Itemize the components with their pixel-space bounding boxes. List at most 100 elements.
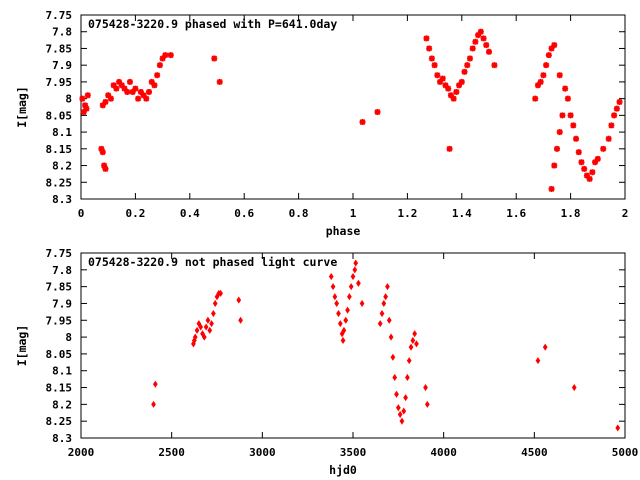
data-point [132,85,139,92]
data-point [442,82,449,89]
data-point [616,98,623,105]
x-axis-label: phase [326,224,361,238]
data-point [167,52,174,59]
data-point [148,78,155,85]
x-tick-label: 0.2 [125,207,145,220]
data-point [424,400,430,408]
y-tick-label: 8.2 [52,398,72,411]
data-point [535,357,541,365]
data-point [192,333,198,341]
data-point [337,320,343,328]
chart-title: 075428-3220.9 not phased light curve [88,255,337,269]
data-point [328,273,334,281]
data-point [613,105,620,112]
x-tick-label: 0.4 [180,207,200,220]
data-point [464,62,471,69]
data-point [386,316,392,324]
data-point [352,266,358,274]
y-axis-label: I[mag] [15,325,29,367]
data-point [151,82,158,89]
data-point [428,55,435,62]
data-point [101,162,108,169]
data-point [343,316,349,324]
data-point [126,78,133,85]
data-point [586,175,593,182]
data-point [84,92,91,99]
plot-frame [80,14,626,200]
data-point [466,55,473,62]
data-point [238,316,243,324]
data-point [458,78,465,85]
data-point [583,172,590,179]
data-point [236,296,242,304]
data-point [374,109,381,116]
x-axis-label: hjd0 [329,463,357,477]
data-point [559,112,566,119]
x-tick-label: 1.2 [397,207,417,220]
y-tick-label: 7.9 [52,59,72,72]
x-tick-label: 4000 [430,446,457,459]
data-point [600,145,607,152]
unphased-light-curve-chart: 7.75 7.8 7.85 7.9 7.95 8 8.05 8.1 8.15 8.2 8.25 8.3… [15,247,638,477]
data-point [534,82,541,89]
x-tick-label: 1.8 [561,207,581,220]
data-point [405,373,410,381]
data-point [551,42,558,49]
data-point [450,95,457,102]
data-point [98,145,105,152]
data-point [379,310,385,318]
data-point [608,122,615,129]
data-point [159,55,166,62]
data-point [359,119,366,126]
data-point [456,82,463,89]
data-point [140,92,147,99]
data-point [152,380,158,388]
data-point [385,283,390,291]
x-tick-label: 2 [622,207,629,220]
data-point [611,112,618,119]
y-tick-label: 7.95 [46,76,73,89]
data-point [99,102,106,109]
x-tick-label: 0.6 [234,207,254,220]
data-point [537,78,544,85]
data-point [567,112,574,119]
data-point [589,169,596,176]
x-tick-label: 0 [78,207,85,220]
data-point [341,326,347,334]
data-point [423,384,428,392]
data-point [356,279,361,287]
x-tick-label: 3500 [340,446,367,459]
data-point [397,410,403,418]
data-point [211,310,216,318]
y-tick-label: 7.8 [52,264,72,277]
data-point [394,390,399,398]
data-point [211,55,218,62]
y-tick-label: 8.1 [52,126,72,139]
phased-light-curve-chart: 7.75 7.8 7.85 7.9 7.95 8 8.05 8.1 8.15 8.2 8.25 8.3… [15,9,628,238]
data-point [113,85,120,92]
y-tick-label: 8.15 [46,382,73,395]
data-point [564,95,571,102]
data-point [447,92,454,99]
data-point [412,330,418,338]
data-point [218,289,223,297]
y-axis-label: I[mag] [15,86,29,128]
data-point [203,323,209,331]
data-point [575,149,582,156]
y-tick-label: 7.85 [46,42,73,55]
data-point [383,293,389,301]
data-point [348,283,354,291]
y-tick-label: 8.05 [46,348,73,361]
data-point [124,88,131,95]
x-tick-label: 4500 [521,446,548,459]
data-point [151,400,156,408]
y-tick-label: 8.05 [46,109,73,122]
data-point [395,404,401,412]
data-point [194,326,200,334]
data-point [209,320,214,328]
data-point [102,165,109,172]
data-point [571,384,577,392]
data-point [129,88,136,95]
y-tick-label: 8.2 [52,160,72,173]
